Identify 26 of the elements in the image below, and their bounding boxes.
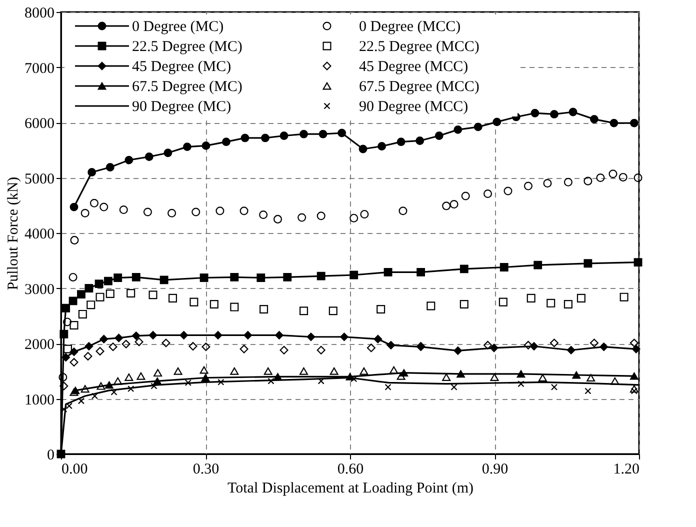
y-tick-label: 5000 <box>24 171 54 188</box>
y-tick-label: 0 <box>47 448 54 464</box>
x-tick-label: 1.20 <box>613 462 640 478</box>
y-tick-label: 1000 <box>24 392 54 408</box>
y-tick-label: 6000 <box>24 116 54 132</box>
legend-label: 90 Degree (MCC) <box>359 99 468 115</box>
y-tick-label: 8000 <box>24 6 54 22</box>
y-tick-label: 4000 <box>24 226 54 242</box>
legend-label: 67.5 Degree (MC) <box>132 79 242 95</box>
y-tick-label: 7000 <box>24 60 54 77</box>
legend-label: 45 Degree (MC) <box>132 59 232 75</box>
x-axis-title: Total Displacement at Loading Point (m) <box>228 480 474 496</box>
legend-label: 45 Degree (MCC) <box>359 59 468 75</box>
legend-label: 0 Degree (MCC) <box>359 19 461 35</box>
legend-label: 22.5 Degree (MCC) <box>359 39 480 55</box>
y-tick-label: 3000 <box>24 282 54 298</box>
x-tick-label: 0.30 <box>192 462 220 478</box>
legend-label: 22.5 Degree (MC) <box>132 39 242 55</box>
legend-label: 0 Degree (MC) <box>132 19 224 35</box>
x-tick-label: 0.60 <box>337 462 364 478</box>
x-tick-label: 0.00 <box>62 462 88 478</box>
legend-label: 67.5 Degree (MCC) <box>359 79 480 95</box>
y-axis-title: Pullout Force (kN) <box>6 176 22 290</box>
y-tick-label: 2000 <box>24 337 54 353</box>
x-tick-label: 0.90 <box>482 462 508 478</box>
legend-label: 90 Degree (MC) <box>132 99 232 115</box>
